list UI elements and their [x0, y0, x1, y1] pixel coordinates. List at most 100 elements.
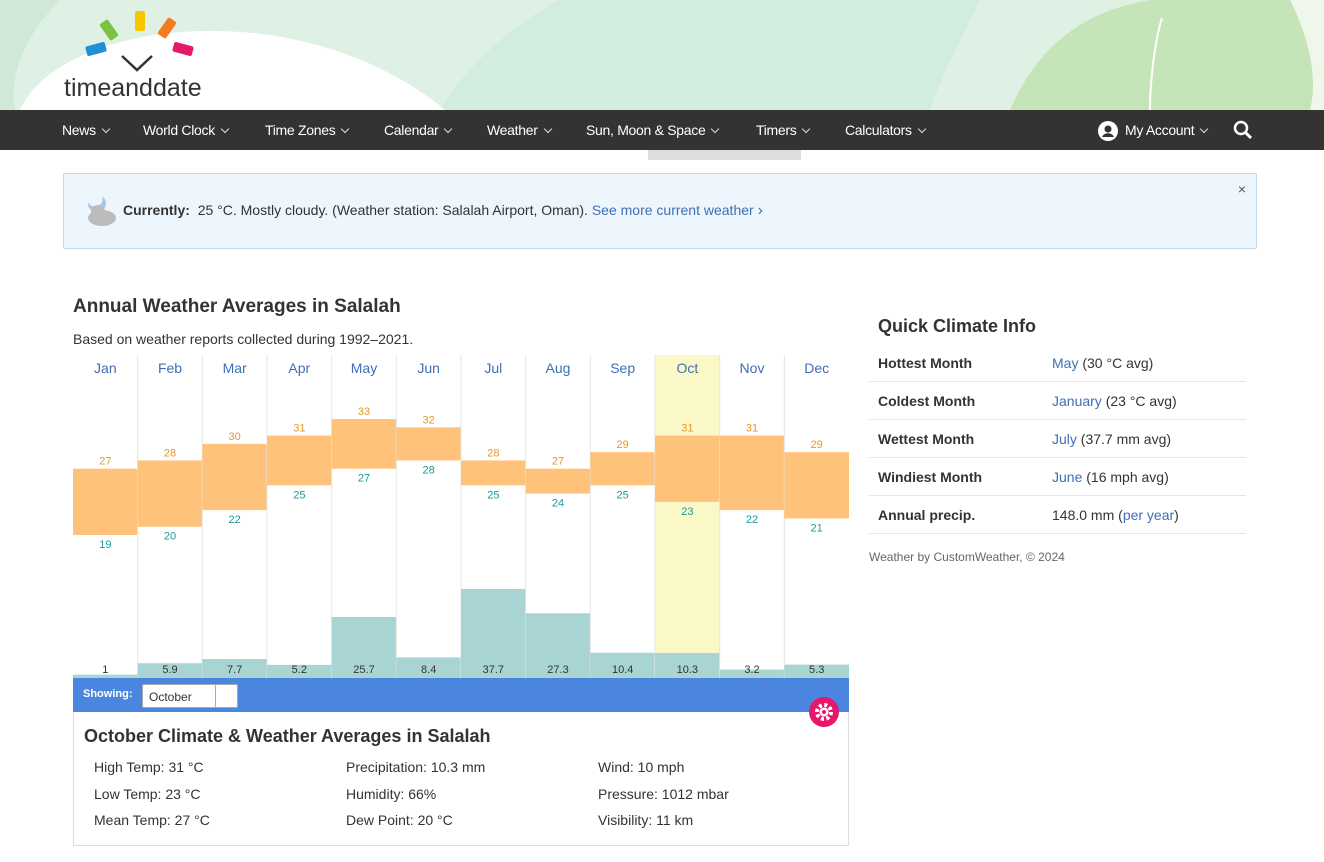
- detail-item: Mean Temp: 27 °C: [94, 812, 210, 828]
- weather-icon: [87, 196, 116, 226]
- chart-subtitle: Based on weather reports collected durin…: [73, 331, 414, 347]
- nav-item[interactable]: Sun, Moon & Space: [586, 122, 718, 138]
- precip-label: 10.4: [612, 664, 633, 676]
- detail-item: Precipitation: 10.3 mm: [346, 759, 486, 775]
- details-column: Precipitation: 10.3 mm Humidity: 66% Dew P…: [346, 759, 485, 839]
- precip-label: 1: [102, 664, 108, 676]
- temp-range-bar: [784, 452, 849, 519]
- nav-item[interactable]: Calculators: [845, 122, 925, 138]
- precip-label: 3.2: [744, 664, 759, 676]
- current-text: Currently: 25 °C. Mostly cloudy. (Weathe…: [123, 202, 763, 219]
- month-label[interactable]: Sep: [610, 360, 635, 376]
- info-link[interactable]: June: [1052, 468, 1083, 485]
- showing-label: Showing:: [83, 688, 133, 700]
- info-row: Coldest Month January (23 °C avg): [869, 381, 1246, 420]
- info-text: 148.0 mm (: [1052, 506, 1123, 523]
- precip-label: 8.4: [421, 664, 436, 676]
- precip-bar: [267, 664, 332, 678]
- account-link[interactable]: My Account: [1125, 122, 1207, 138]
- precip-bar: [655, 652, 720, 678]
- month-label[interactable]: Apr: [288, 360, 310, 376]
- detail-item: Pressure: 1012 mbar: [598, 785, 729, 802]
- low-label: 20: [164, 531, 176, 543]
- settings-button[interactable]: [808, 696, 840, 728]
- high-label: 28: [487, 447, 499, 459]
- temp-range-bar: [202, 443, 267, 511]
- temp-range-bar: [73, 468, 138, 535]
- month-select[interactable]: October: [142, 684, 238, 708]
- precip-label: 7.7: [227, 664, 242, 676]
- current-link[interactable]: See more current weather: [591, 202, 754, 218]
- info-label: Wettest Month: [869, 419, 1043, 458]
- temp-range-bar: [655, 435, 720, 502]
- info-link[interactable]: May: [1052, 354, 1079, 371]
- month-label[interactable]: Jul: [484, 360, 502, 376]
- low-label: 22: [229, 514, 241, 526]
- info-text: ): [1174, 506, 1179, 523]
- tab-remnant: [648, 150, 801, 160]
- current-conditions: 25 °C. Mostly cloudy. (Weather station: …: [197, 202, 588, 218]
- month-label[interactable]: Feb: [158, 360, 182, 376]
- temp-range-bar: [137, 460, 203, 527]
- nav-item[interactable]: Time Zones: [265, 122, 348, 138]
- search-icon[interactable]: [1233, 120, 1253, 140]
- nav-item[interactable]: Timers: [756, 122, 809, 138]
- temp-range-bar: [461, 460, 526, 486]
- logo[interactable]: timeanddate: [64, 74, 202, 102]
- nav-item[interactable]: Calendar: [384, 122, 451, 138]
- month-details: October Climate & Weather Averages in Sa…: [73, 712, 849, 846]
- detail-item: Humidity: 66%: [346, 785, 437, 802]
- low-label: 21: [811, 522, 823, 534]
- info-text: (23 °C avg): [1101, 392, 1177, 409]
- header-background: timeanddate: [0, 0, 1324, 110]
- month-label[interactable]: May: [351, 360, 377, 376]
- temp-range-bar: [331, 419, 397, 469]
- month-label[interactable]: Oct: [676, 360, 698, 376]
- low-label: 25: [617, 489, 629, 501]
- nav-item[interactable]: News: [62, 122, 109, 138]
- month-label[interactable]: Jun: [417, 360, 440, 376]
- info-label: Hottest Month: [869, 344, 1043, 382]
- low-label: 23: [681, 506, 693, 518]
- precip-bar: [396, 657, 461, 678]
- precip-bar: [590, 652, 655, 678]
- precip-bar: [73, 674, 138, 678]
- info-text: (16 mph avg): [1082, 468, 1169, 485]
- month-label[interactable]: Aug: [546, 360, 571, 376]
- close-button[interactable]: ×: [1237, 181, 1246, 197]
- temp-range-bar: [590, 452, 655, 486]
- nav-item[interactable]: Weather: [487, 122, 551, 138]
- high-label: 31: [681, 423, 693, 435]
- month-label[interactable]: Nov: [740, 360, 765, 376]
- details-column: Wind: 10 mph Pressure: 1012 mbar Visibilit…: [598, 759, 729, 839]
- nav-bar: My Account News World Clock Time Zones Cale…: [0, 110, 1324, 150]
- details-title: October Climate & Weather Averages in Sa…: [84, 726, 491, 746]
- low-label: 24: [552, 498, 564, 510]
- month-label[interactable]: Mar: [223, 360, 247, 376]
- temp-range-bar: [267, 435, 332, 486]
- precip-bar: [137, 663, 203, 678]
- month-label[interactable]: Dec: [804, 360, 829, 376]
- info-link[interactable]: per year: [1122, 506, 1175, 523]
- info-value: January (23 °C avg): [1043, 381, 1246, 420]
- info-link[interactable]: July: [1052, 430, 1077, 447]
- precip-label: 5.3: [809, 664, 824, 676]
- precip-label: 27.3: [547, 664, 568, 676]
- climate-info-title: Quick Climate Info: [878, 316, 1037, 336]
- month-select-value: October: [149, 690, 192, 704]
- precip-bar: [784, 664, 849, 678]
- month-label[interactable]: Jan: [94, 360, 117, 376]
- select-arrow[interactable]: [215, 685, 238, 707]
- info-link[interactable]: January: [1052, 392, 1102, 409]
- account-icon[interactable]: [1098, 121, 1118, 141]
- climate-info-table: Hottest Month May (30 °C avg) Coldest Mont…: [869, 344, 1246, 534]
- nav-item[interactable]: World Clock: [143, 122, 228, 138]
- info-label: Annual precip.: [869, 495, 1043, 534]
- info-row: Hottest Month May (30 °C avg): [869, 344, 1246, 382]
- high-label: 28: [164, 447, 176, 459]
- temp-range-bar: [396, 427, 461, 461]
- chart-title: Annual Weather Averages in Salalah: [73, 296, 401, 317]
- info-value: 148.0 mm (per year): [1043, 495, 1246, 534]
- current-weather-banner: Currently: 25 °C. Mostly cloudy. (Weathe…: [63, 173, 1257, 249]
